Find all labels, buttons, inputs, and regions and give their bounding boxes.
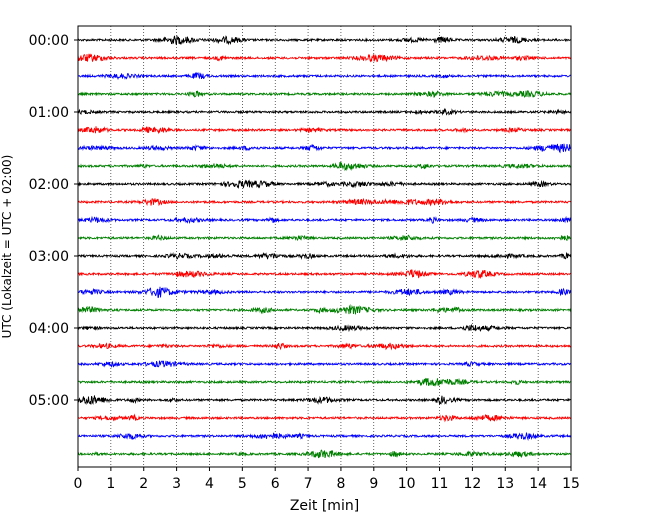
trace-0230 bbox=[77, 215, 572, 224]
trace-0530 bbox=[77, 432, 572, 441]
x-tick-label: 4 bbox=[205, 476, 214, 492]
trace-0400 bbox=[77, 323, 572, 333]
x-tick-label: 8 bbox=[336, 476, 345, 492]
x-tick-label: 12 bbox=[463, 476, 481, 492]
trace-0245 bbox=[77, 234, 572, 242]
x-tick-label: 15 bbox=[562, 476, 580, 492]
trace-0345 bbox=[77, 303, 572, 315]
trace-0330 bbox=[77, 286, 572, 298]
x-tick-label: 3 bbox=[172, 476, 181, 492]
x-tick-label: 5 bbox=[238, 476, 247, 492]
y-tick-label: 00:00 bbox=[29, 33, 69, 49]
trace-0030 bbox=[77, 71, 572, 80]
x-tick-label: 11 bbox=[431, 476, 449, 492]
x-tick-label: 13 bbox=[496, 476, 514, 492]
x-tick-label: 6 bbox=[271, 476, 280, 492]
plot-frame bbox=[77, 25, 572, 468]
trace-0200 bbox=[77, 179, 572, 190]
x-axis-label: Zeit [min] bbox=[290, 498, 359, 514]
x-tick-label: 14 bbox=[529, 476, 547, 492]
trace-0045 bbox=[77, 89, 572, 99]
trace-0315 bbox=[77, 269, 572, 280]
trace-0015 bbox=[77, 53, 572, 63]
trace-0100 bbox=[77, 107, 572, 116]
trace-0145 bbox=[77, 161, 572, 172]
trace-0515 bbox=[77, 413, 572, 423]
trace-0445 bbox=[77, 377, 572, 387]
seismic-traces bbox=[77, 35, 572, 459]
x-axis-ticks: 0 1 2 3 4 5 6 7 8 9 10 11 12 13 14 15 bbox=[74, 467, 580, 492]
y-axis-ticks: 00:00 01:00 02:00 03:00 04:00 05:00 bbox=[29, 33, 78, 409]
trace-0215 bbox=[77, 197, 572, 207]
trace-0300 bbox=[77, 251, 572, 260]
y-axis-label: UTC (Lokalzeit = UTC + 02:00) bbox=[0, 155, 14, 339]
y-tick-label: 04:00 bbox=[29, 321, 69, 337]
x-tick-label: 1 bbox=[106, 476, 115, 492]
trace-0130 bbox=[77, 143, 572, 154]
x-tick-label: 9 bbox=[369, 476, 378, 492]
trace-0500 bbox=[77, 395, 572, 406]
x-tick-label: 7 bbox=[304, 476, 313, 492]
y-tick-label: 05:00 bbox=[29, 393, 69, 409]
trace-0430 bbox=[77, 360, 572, 368]
trace-0115 bbox=[77, 126, 572, 135]
trace-0545 bbox=[77, 449, 572, 459]
x-tick-label: 2 bbox=[139, 476, 148, 492]
y-tick-label: 01:00 bbox=[29, 105, 69, 121]
x-tick-label: 0 bbox=[74, 476, 83, 492]
x-tick-label: 10 bbox=[398, 476, 416, 492]
y-tick-label: 02:00 bbox=[29, 177, 69, 193]
trace-0415 bbox=[77, 342, 572, 351]
y-tick-label: 03:00 bbox=[29, 249, 69, 265]
trace-0000 bbox=[77, 35, 572, 46]
